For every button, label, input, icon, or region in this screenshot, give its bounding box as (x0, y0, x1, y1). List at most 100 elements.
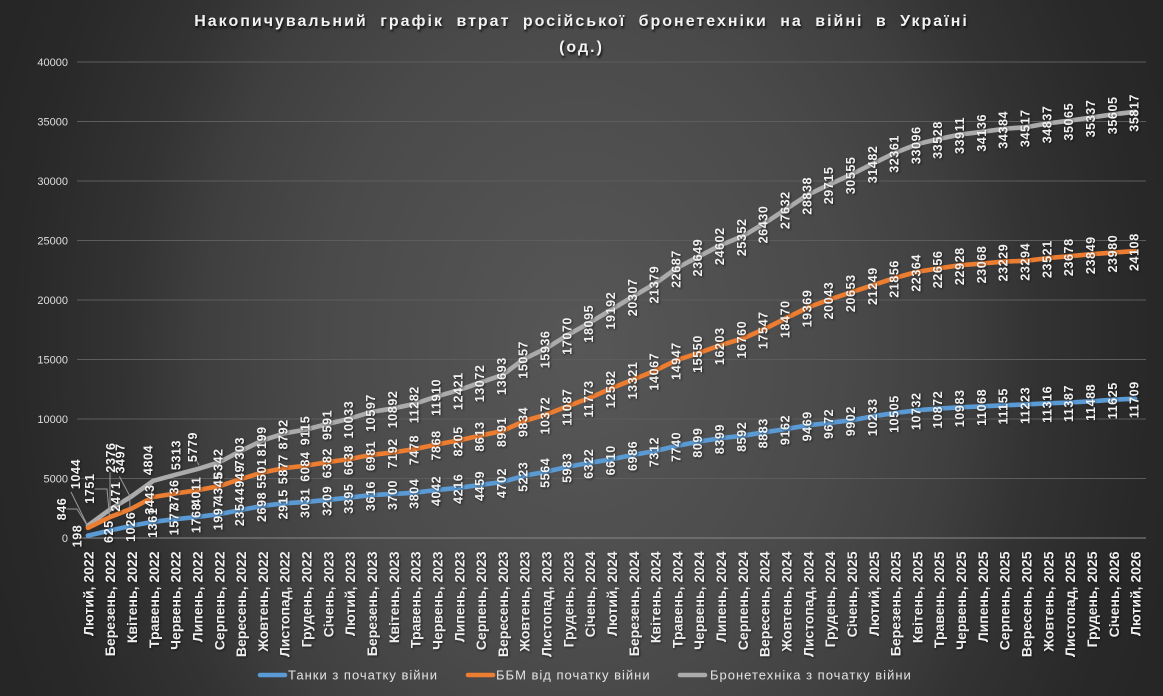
svg-text:5564: 5564 (539, 458, 553, 488)
svg-text:20307: 20307 (626, 278, 640, 316)
svg-text:9469: 9469 (800, 411, 814, 441)
svg-text:16203: 16203 (713, 327, 727, 365)
svg-text:28838: 28838 (800, 177, 814, 215)
svg-text:9115: 9115 (299, 416, 313, 446)
svg-text:4216: 4216 (451, 474, 465, 504)
svg-text:Серпень, 2022: Серпень, 2022 (211, 551, 227, 650)
svg-text:13693: 13693 (495, 357, 509, 395)
svg-text:3443: 3443 (143, 484, 157, 514)
svg-text:14947: 14947 (669, 342, 683, 380)
svg-text:Червень, 2022: Червень, 2022 (168, 551, 184, 650)
svg-text:10033: 10033 (342, 401, 356, 439)
svg-text:10505: 10505 (888, 395, 902, 433)
svg-text:7192: 7192 (386, 438, 400, 468)
svg-text:11488: 11488 (1084, 384, 1098, 421)
svg-text:5779: 5779 (186, 432, 200, 462)
svg-text:20000: 20000 (37, 295, 68, 307)
svg-text:7740: 7740 (669, 432, 683, 462)
svg-text:22928: 22928 (953, 247, 967, 285)
svg-text:Липень, 2025: Липень, 2025 (975, 551, 991, 642)
svg-text:10732: 10732 (909, 392, 923, 430)
svg-text:4345: 4345 (211, 472, 225, 502)
svg-text:4804: 4804 (142, 445, 156, 475)
svg-text:34136: 34136 (975, 114, 989, 152)
svg-text:Березень, 2025: Березень, 2025 (888, 551, 904, 656)
svg-text:1768: 1768 (190, 503, 204, 533)
svg-text:27632: 27632 (779, 191, 793, 229)
svg-text:Травень, 2025: Травень, 2025 (931, 551, 947, 648)
svg-text:11282: 11282 (408, 386, 422, 423)
svg-text:Листопад, 2024: Листопад, 2024 (800, 551, 816, 657)
svg-text:4011: 4011 (190, 477, 204, 507)
svg-text:23849: 23849 (1084, 236, 1098, 274)
svg-text:1997: 1997 (211, 500, 225, 530)
svg-text:11068: 11068 (975, 389, 989, 426)
svg-text:2471: 2471 (109, 481, 123, 511)
svg-text:35337: 35337 (1084, 100, 1098, 138)
svg-text:Червень, 2025: Червень, 2025 (953, 551, 969, 650)
svg-text:26430: 26430 (757, 206, 771, 244)
svg-text:34384: 34384 (997, 111, 1011, 149)
svg-text:15000: 15000 (37, 354, 68, 366)
svg-text:35817: 35817 (1128, 94, 1142, 132)
svg-text:Січень, 2023: Січень, 2023 (320, 551, 336, 637)
svg-text:Березень, 2022: Березень, 2022 (102, 551, 118, 656)
svg-text:1361: 1361 (146, 508, 160, 538)
svg-text:35000: 35000 (37, 116, 68, 128)
svg-text:8613: 8613 (473, 421, 487, 451)
svg-text:30555: 30555 (844, 157, 858, 195)
svg-text:8099: 8099 (691, 427, 705, 457)
svg-text:4949: 4949 (233, 465, 247, 495)
svg-text:11625: 11625 (1106, 382, 1120, 419)
svg-text:2915: 2915 (277, 489, 291, 519)
svg-text:1026: 1026 (124, 512, 138, 542)
svg-text:23521: 23521 (1040, 240, 1054, 278)
svg-text:3209: 3209 (320, 486, 334, 516)
svg-text:20653: 20653 (844, 274, 858, 312)
svg-text:9591: 9591 (320, 410, 334, 440)
svg-text:6638: 6638 (342, 445, 356, 475)
svg-text:10233: 10233 (866, 398, 880, 436)
svg-text:35605: 35605 (1106, 96, 1120, 134)
svg-text:Лютий, 2025: Лютий, 2025 (866, 551, 882, 636)
svg-text:Жовтень, 2022: Жовтень, 2022 (255, 551, 271, 652)
svg-text:7478: 7478 (408, 435, 422, 465)
svg-text:2698: 2698 (255, 492, 269, 522)
svg-text:15057: 15057 (517, 341, 531, 379)
svg-text:9834: 9834 (517, 407, 531, 437)
svg-text:23678: 23678 (1062, 238, 1076, 276)
svg-text:3497: 3497 (114, 443, 128, 473)
svg-text:6382: 6382 (320, 448, 334, 478)
svg-text:2354: 2354 (233, 496, 247, 526)
svg-text:19192: 19192 (604, 292, 618, 330)
svg-text:2376: 2376 (104, 442, 118, 472)
svg-text:11773: 11773 (582, 380, 596, 417)
svg-text:6610: 6610 (604, 445, 618, 475)
svg-text:23068: 23068 (975, 246, 989, 284)
svg-text:ББМ від початку війни: ББМ від початку війни (496, 668, 651, 683)
svg-text:22656: 22656 (931, 251, 945, 289)
svg-text:3031: 3031 (299, 488, 313, 518)
svg-text:Липень, 2023: Липень, 2023 (451, 551, 467, 642)
svg-text:Березень, 2023: Березень, 2023 (364, 551, 380, 656)
svg-text:8205: 8205 (451, 426, 465, 456)
svg-text:1577: 1577 (168, 505, 182, 535)
svg-text:Жовтень, 2025: Жовтень, 2025 (1040, 551, 1056, 652)
svg-text:8991: 8991 (495, 417, 509, 447)
svg-text:Червень, 2024: Червень, 2024 (691, 551, 707, 650)
svg-text:16760: 16760 (735, 321, 749, 359)
svg-text:Червень, 2023: Червень, 2023 (430, 551, 446, 650)
svg-text:5313: 5313 (170, 440, 184, 470)
svg-text:14067: 14067 (648, 353, 662, 391)
svg-text:40000: 40000 (37, 57, 68, 69)
svg-text:Квітень, 2024: Квітень, 2024 (648, 551, 664, 643)
svg-text:Грудень, 2024: Грудень, 2024 (822, 551, 838, 647)
svg-text:7868: 7868 (430, 430, 444, 460)
svg-text:Вересень, 2023: Вересень, 2023 (495, 551, 511, 657)
svg-text:21379: 21379 (648, 266, 662, 304)
svg-text:9672: 9672 (822, 409, 836, 439)
svg-text:6322: 6322 (582, 449, 596, 479)
svg-text:Травень, 2023: Травень, 2023 (408, 551, 424, 648)
svg-text:10872: 10872 (931, 391, 945, 429)
svg-text:Березень, 2024: Березень, 2024 (626, 551, 642, 656)
